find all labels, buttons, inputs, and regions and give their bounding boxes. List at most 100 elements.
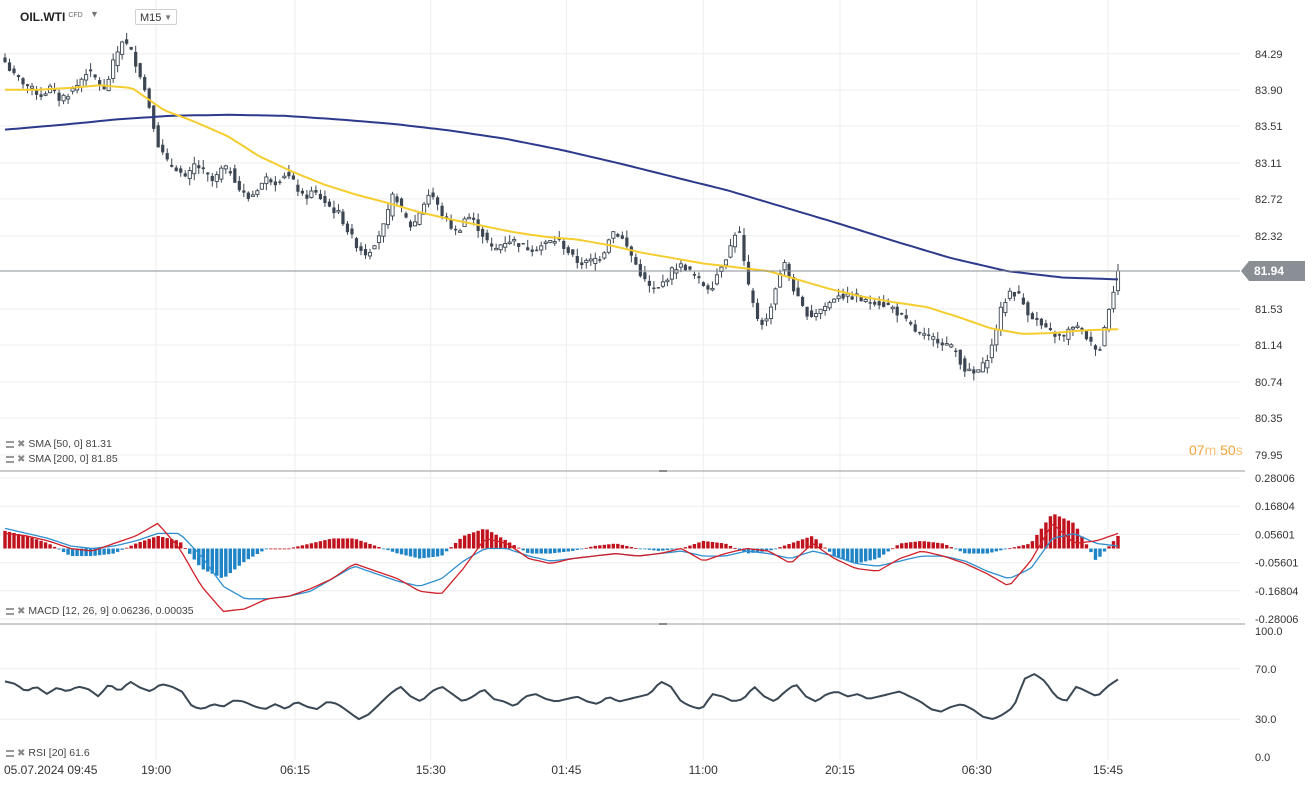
time-tick-label: 20:15	[825, 763, 855, 777]
macd-bar	[764, 548, 769, 552]
macd-bar	[656, 548, 661, 551]
menu-icon[interactable]	[6, 749, 14, 757]
macd-bar	[854, 548, 859, 564]
macd-bar	[129, 545, 133, 549]
macd-bar	[161, 537, 165, 549]
macd-bar	[976, 548, 981, 554]
candle	[1012, 291, 1016, 301]
macd-bar	[931, 542, 935, 549]
candle	[1106, 308, 1112, 333]
candle	[832, 298, 837, 303]
macd-bar	[88, 548, 93, 557]
candle	[341, 208, 345, 226]
candle	[638, 259, 642, 278]
candle	[381, 223, 386, 243]
candle	[1039, 317, 1043, 330]
close-icon[interactable]: ✖	[17, 605, 26, 617]
macd-bar	[818, 543, 823, 549]
time-tick-label: 01:45	[551, 763, 581, 777]
candle	[134, 45, 138, 73]
menu-icon[interactable]	[6, 607, 14, 615]
close-icon[interactable]: ✖	[17, 438, 26, 450]
candle	[1026, 300, 1030, 323]
sma200-legend[interactable]: ✖ SMA [200, 0] 81.85	[6, 453, 118, 465]
macd-bar	[39, 540, 43, 549]
candle	[278, 179, 282, 185]
chevron-down-icon[interactable]: ▼	[90, 9, 99, 19]
candle	[507, 235, 512, 245]
candle	[958, 349, 962, 370]
sma50-legend[interactable]: ✖ SMA [50, 0] 81.31	[6, 438, 112, 450]
macd-bar	[309, 543, 314, 549]
macd-bar	[224, 548, 228, 577]
macd-bar	[580, 548, 584, 550]
close-icon[interactable]: ✖	[17, 747, 26, 759]
timeframe-selector[interactable]: M15 ▼	[135, 9, 177, 25]
candle	[444, 212, 449, 222]
candle	[93, 74, 97, 80]
macd-bar	[881, 548, 886, 555]
candle	[967, 362, 972, 372]
macd-bar	[954, 548, 958, 550]
rsi-tick-label: 100.0	[1255, 626, 1283, 638]
macd-bar	[909, 542, 913, 549]
candle	[949, 343, 954, 349]
macd-bar	[354, 539, 359, 549]
macd-bar	[3, 530, 7, 549]
macd-bar	[431, 548, 435, 558]
menu-icon[interactable]	[6, 455, 14, 463]
candle	[21, 77, 25, 89]
macd-bar	[381, 548, 386, 550]
macd-bar	[584, 547, 588, 549]
macd-bar	[782, 545, 787, 549]
macd-bar	[61, 548, 66, 553]
macd-bar	[1035, 534, 1039, 549]
candle	[237, 176, 241, 192]
macd-bar	[710, 541, 715, 549]
price-axis: 84.29 83.90 83.51 83.11 82.72 82.32 81.53 81.14…	[1255, 49, 1283, 462]
pane-separators[interactable]	[0, 470, 1245, 625]
macd-bar	[197, 548, 201, 566]
candle	[309, 186, 314, 199]
macd-bar	[260, 548, 264, 552]
macd-legend[interactable]: ✖ MACD [12, 26, 9] 0.06236, 0.00035	[6, 605, 194, 617]
candle	[498, 244, 503, 254]
macd-bar	[323, 540, 327, 549]
candle	[43, 91, 48, 97]
candle	[764, 313, 769, 327]
macd-bar	[670, 548, 674, 550]
macd-bar	[791, 542, 796, 549]
macd-bar	[237, 548, 242, 566]
candle	[376, 230, 382, 250]
macd-bar	[742, 548, 746, 553]
macd-bar	[981, 548, 985, 554]
macd-bar	[1012, 547, 1017, 549]
candle	[503, 236, 508, 252]
macd-bar	[611, 543, 616, 549]
candle	[611, 230, 616, 244]
close-icon[interactable]: ✖	[17, 453, 26, 465]
candle	[931, 332, 936, 347]
candle	[481, 226, 485, 244]
candle	[755, 298, 760, 322]
menu-icon[interactable]	[6, 440, 14, 448]
candle	[138, 62, 142, 80]
candle	[976, 369, 981, 373]
macd-bar	[97, 548, 102, 556]
macd-bar	[918, 541, 922, 549]
symbol-selector[interactable]: OIL.WTI CFD	[20, 10, 83, 24]
rsi-legend[interactable]: ✖ RSI [20] 61.6	[6, 747, 90, 759]
candle	[796, 280, 800, 297]
macd-bar	[575, 548, 579, 550]
macd-bar	[111, 548, 115, 554]
macd-bar	[287, 548, 291, 550]
candle	[773, 287, 778, 311]
macd-bar	[1057, 516, 1062, 549]
price-tick-label: 84.29	[1255, 49, 1283, 61]
candle	[989, 338, 994, 364]
macd-bar	[949, 547, 953, 549]
macd-bar	[318, 541, 323, 549]
countdown-seconds: 50	[1220, 442, 1236, 458]
macd-bar	[516, 547, 521, 549]
